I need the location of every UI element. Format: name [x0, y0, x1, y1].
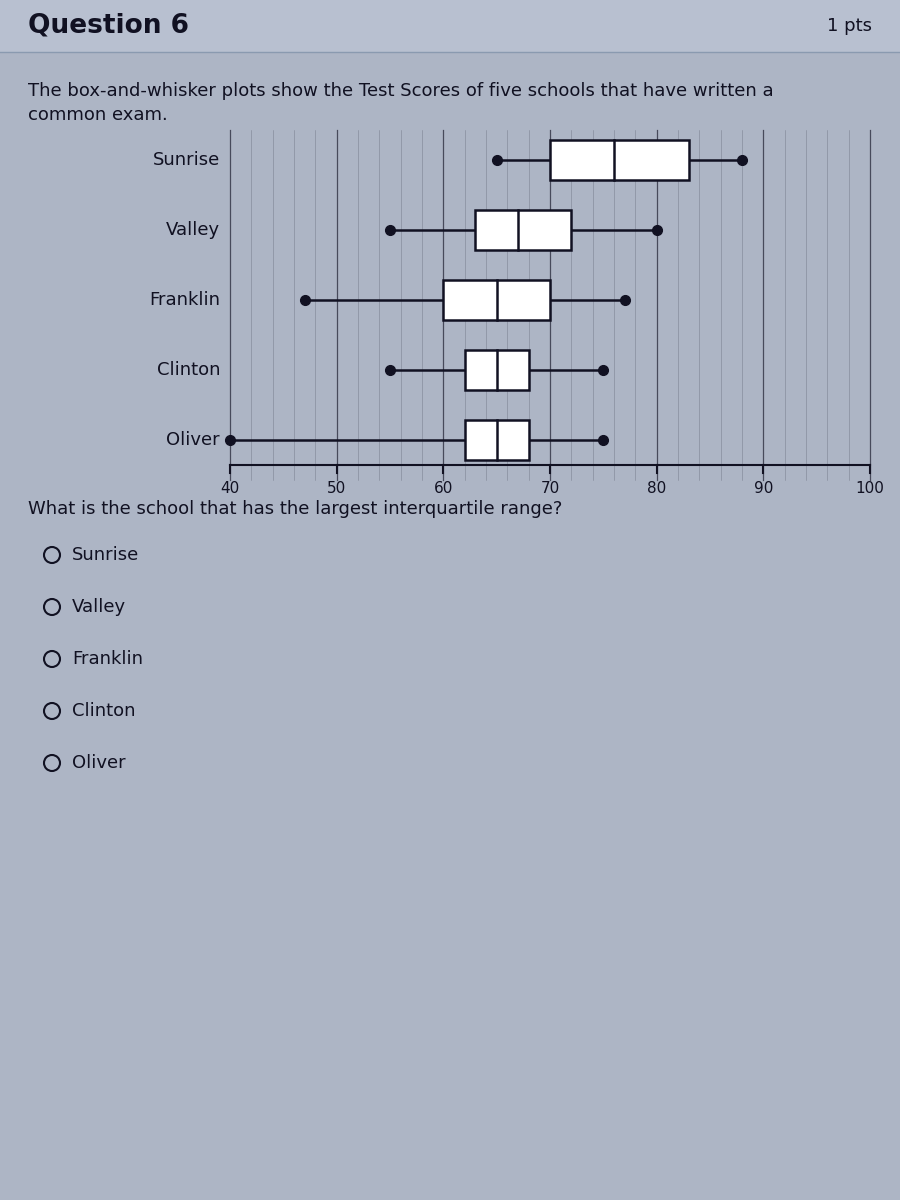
- Text: 80: 80: [647, 481, 666, 496]
- Text: Sunrise: Sunrise: [153, 151, 220, 169]
- Text: Question 6: Question 6: [28, 13, 189, 38]
- Text: The box-and-whisker plots show the Test Scores of five schools that have written: The box-and-whisker plots show the Test …: [28, 82, 774, 100]
- Text: Oliver: Oliver: [166, 431, 220, 449]
- Text: 1 pts: 1 pts: [827, 17, 872, 35]
- FancyBboxPatch shape: [464, 420, 528, 460]
- Text: What is the school that has the largest interquartile range?: What is the school that has the largest …: [28, 500, 562, 518]
- FancyBboxPatch shape: [0, 0, 900, 52]
- Text: Valley: Valley: [166, 221, 220, 239]
- FancyBboxPatch shape: [444, 280, 550, 320]
- Text: Valley: Valley: [72, 598, 126, 616]
- Text: Clinton: Clinton: [72, 702, 136, 720]
- Text: 40: 40: [220, 481, 239, 496]
- Text: 70: 70: [540, 481, 560, 496]
- Text: 90: 90: [753, 481, 773, 496]
- Text: Sunrise: Sunrise: [72, 546, 140, 564]
- Text: Franklin: Franklin: [149, 290, 220, 308]
- Text: Clinton: Clinton: [157, 361, 220, 379]
- Text: 60: 60: [434, 481, 453, 496]
- Text: common exam.: common exam.: [28, 106, 167, 124]
- Text: Oliver: Oliver: [72, 754, 126, 772]
- FancyBboxPatch shape: [550, 140, 688, 180]
- FancyBboxPatch shape: [475, 210, 572, 250]
- Text: 100: 100: [856, 481, 885, 496]
- FancyBboxPatch shape: [464, 350, 528, 390]
- Text: Franklin: Franklin: [72, 650, 143, 668]
- Text: 50: 50: [327, 481, 346, 496]
